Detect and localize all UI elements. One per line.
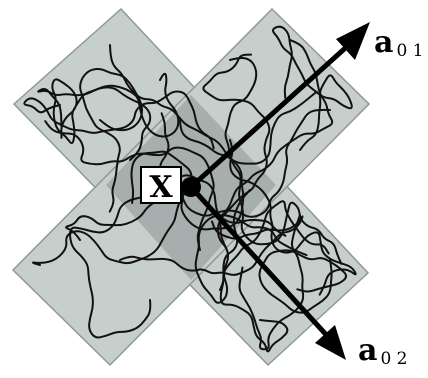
vector-a01-arrow (189, 40, 354, 189)
vector-a01-name: a (374, 25, 393, 60)
random-chain-curve (51, 78, 152, 161)
vector-a02-subscript: 0 2 (380, 349, 407, 369)
random-chain-curve (202, 53, 271, 291)
random-chain-curve (69, 196, 152, 339)
random-chain-curve (194, 189, 308, 304)
random-chain-curve (258, 249, 348, 314)
random-chain-curve (219, 39, 334, 249)
random-chain-curve (272, 25, 353, 151)
random-chain-curve (79, 68, 144, 213)
vector-a02-arrow (189, 185, 333, 342)
origin-label-box (140, 166, 182, 204)
vector-a02-arrowhead (315, 325, 346, 360)
origin-dot (181, 177, 201, 197)
random-chain-curve (119, 215, 304, 276)
random-chain-curve (44, 120, 215, 251)
origin-label: X (149, 170, 173, 205)
random-chain-curve (32, 150, 193, 266)
random-chain-curve (109, 44, 318, 165)
vector-a01-arrowhead (336, 22, 370, 60)
vector-a01-subscript: 0 1 (396, 41, 423, 61)
random-chain-curve (238, 214, 305, 351)
random-chain-curve (37, 72, 180, 138)
vector-a02-name: a (358, 333, 377, 368)
random-chain-curve (175, 108, 331, 218)
